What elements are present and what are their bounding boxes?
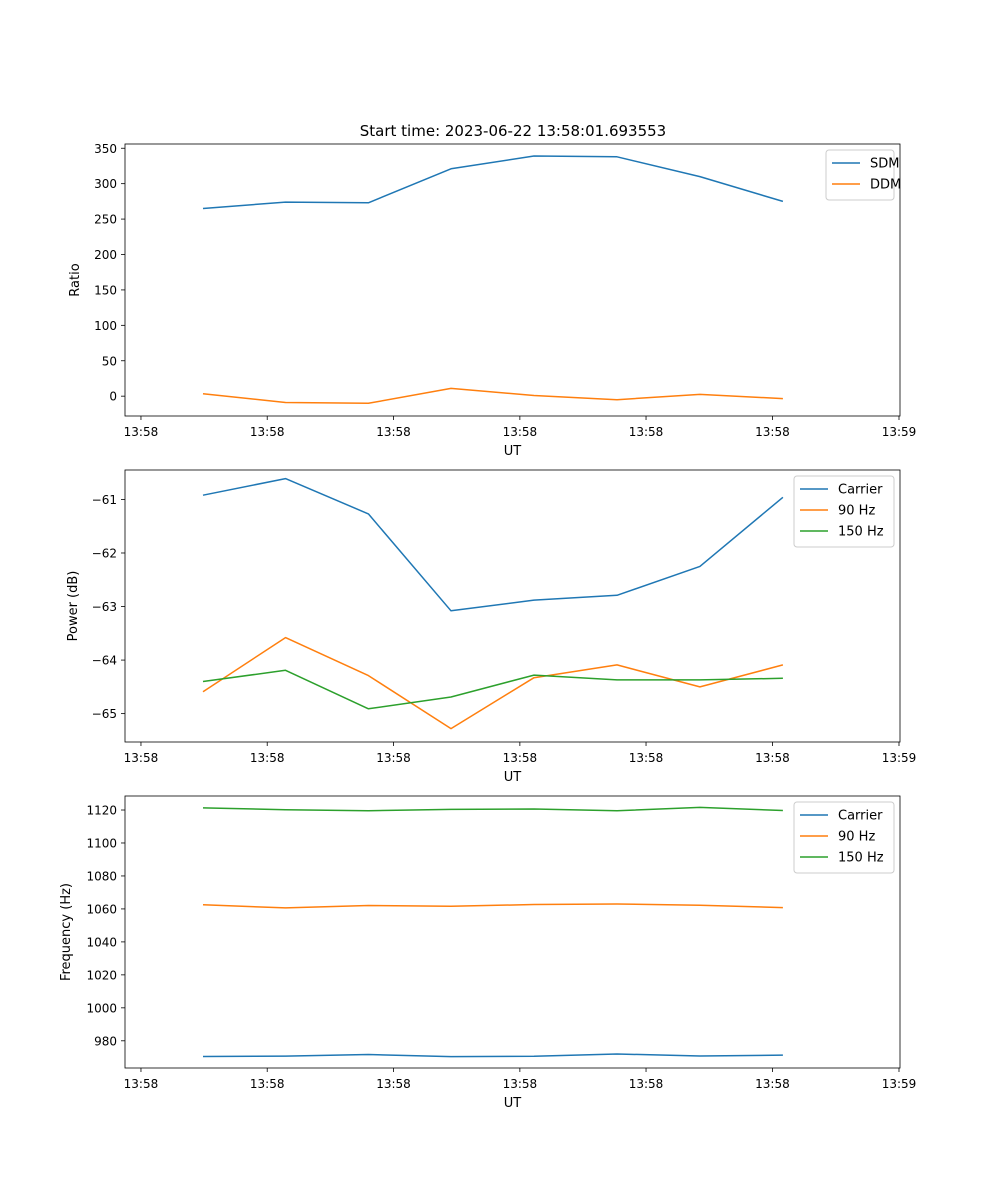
legend-box <box>793 801 895 874</box>
legend-label: SDM <box>870 157 899 172</box>
chart-panel-2: 13:58 13:58 13:58 13:58 13:58 13:58 13:59 −65 −6… <box>66 469 917 785</box>
y-tick-label: 0 <box>109 390 117 404</box>
x-tick-label: 13:58 <box>755 751 790 765</box>
x-axis-label: UT <box>504 1096 522 1111</box>
legend-label: 90 Hz <box>838 830 875 845</box>
series-line-90-hz <box>202 903 783 909</box>
x-tick-label: 13:58 <box>376 751 411 765</box>
legend-label: DDM <box>870 178 901 193</box>
legend-label: Carrier <box>838 809 883 824</box>
y-tick-label: 1120 <box>86 804 117 818</box>
x-tick-label: 13:58 <box>503 751 538 765</box>
figure-title: Start time: 2023-06-22 13:58:01.693553 <box>360 122 666 140</box>
y-tick-label: 1000 <box>86 1001 117 1015</box>
y-tick-label: 200 <box>94 248 117 262</box>
y-axis-label: Frequency (Hz) <box>59 883 74 981</box>
x-tick-label: 13:58 <box>124 751 159 765</box>
x-axis-label: UT <box>504 770 522 785</box>
x-tick-label: 13:59 <box>882 1077 917 1091</box>
y-tick-label: −61 <box>92 493 117 507</box>
y-tick-label: 350 <box>94 142 117 156</box>
x-tick-label: 13:58 <box>250 751 285 765</box>
charts: 13:58 13:58 13:58 13:58 13:58 13:58 13:59 0 50 10… <box>59 142 916 1111</box>
y-tick-label: −64 <box>92 654 117 668</box>
x-tick-label: 13:58 <box>503 1077 538 1091</box>
axes-frame <box>124 143 901 417</box>
x-tick-label: 13:58 <box>124 425 159 439</box>
y-tick-label: 100 <box>94 319 117 333</box>
x-axis-label: UT <box>504 444 522 459</box>
series-line-carrier <box>202 477 784 612</box>
x-tick-label: 13:58 <box>124 1077 159 1091</box>
legend: Carrier 90 Hz 150 Hz <box>793 801 895 874</box>
y-tick-label: 1060 <box>86 902 117 916</box>
y-tick-label: 1080 <box>86 869 117 883</box>
x-tick-label: 13:58 <box>629 1077 664 1091</box>
y-tick-label: 300 <box>94 177 117 191</box>
legend: Carrier 90 Hz 150 Hz <box>793 475 895 548</box>
x-tick-label: 13:58 <box>376 1077 411 1091</box>
series-line-sdm <box>202 155 784 210</box>
y-tick-label: 1020 <box>86 968 117 982</box>
y-axis-label: Power (dB) <box>66 571 81 642</box>
y-tick-label: 1040 <box>86 935 117 949</box>
series-line-carrier <box>202 1053 783 1058</box>
legend-label: 90 Hz <box>838 504 875 519</box>
x-tick-label: 13:58 <box>376 425 411 439</box>
x-tick-label: 13:58 <box>755 425 790 439</box>
x-tick-label: 13:58 <box>503 425 538 439</box>
x-tick-label: 13:59 <box>882 751 917 765</box>
legend-label: 150 Hz <box>838 851 884 866</box>
y-tick-label: 50 <box>102 354 117 368</box>
x-tick-label: 13:58 <box>629 751 664 765</box>
series-line-90-hz <box>202 636 784 730</box>
series-line-150-hz <box>202 806 783 812</box>
y-tick-label: −65 <box>92 707 117 721</box>
y-axis-label: Ratio <box>68 263 83 296</box>
axes-frame <box>124 795 901 1069</box>
series-line-150-hz <box>202 669 783 710</box>
x-tick-label: 13:58 <box>250 425 285 439</box>
y-tick-label: 980 <box>94 1034 117 1048</box>
legend-label: Carrier <box>838 483 883 498</box>
legend-label: 150 Hz <box>838 525 884 540</box>
x-tick-label: 13:59 <box>882 425 917 439</box>
x-tick-label: 13:58 <box>629 425 664 439</box>
legend: SDM DDM <box>825 149 901 201</box>
series-line-ddm <box>202 387 783 405</box>
x-tick-label: 13:58 <box>250 1077 285 1091</box>
axes-frame <box>124 469 901 743</box>
legend-box <box>793 475 895 548</box>
y-tick-label: −62 <box>92 546 117 560</box>
chart-panel-1: 13:58 13:58 13:58 13:58 13:58 13:58 13:59 0 50 10… <box>68 142 916 459</box>
y-tick-label: 250 <box>94 213 117 227</box>
x-tick-label: 13:58 <box>755 1077 790 1091</box>
y-tick-label: 1100 <box>86 836 117 850</box>
y-tick-label: −63 <box>92 600 117 614</box>
chart-panel-3: 13:58 13:58 13:58 13:58 13:58 13:58 13:59 980 10… <box>59 795 917 1111</box>
y-tick-label: 150 <box>94 283 117 297</box>
